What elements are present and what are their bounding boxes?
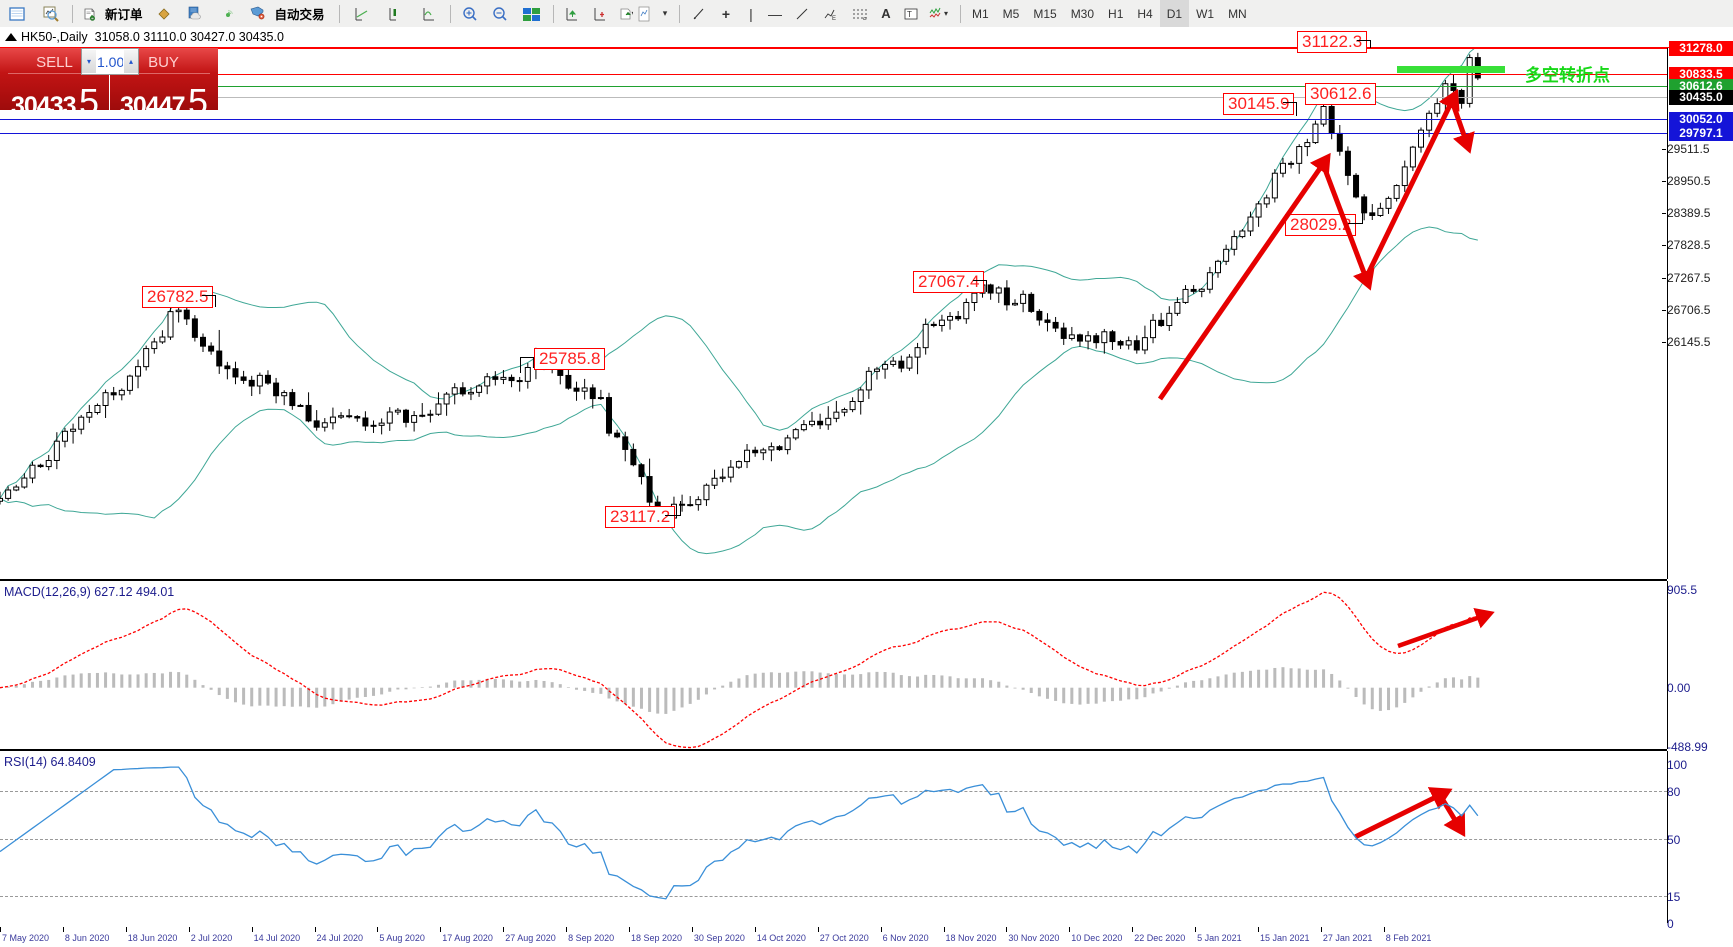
svg-text:T: T — [907, 10, 912, 19]
svg-text:E: E — [832, 16, 836, 21]
svg-text:F: F — [863, 18, 867, 20]
